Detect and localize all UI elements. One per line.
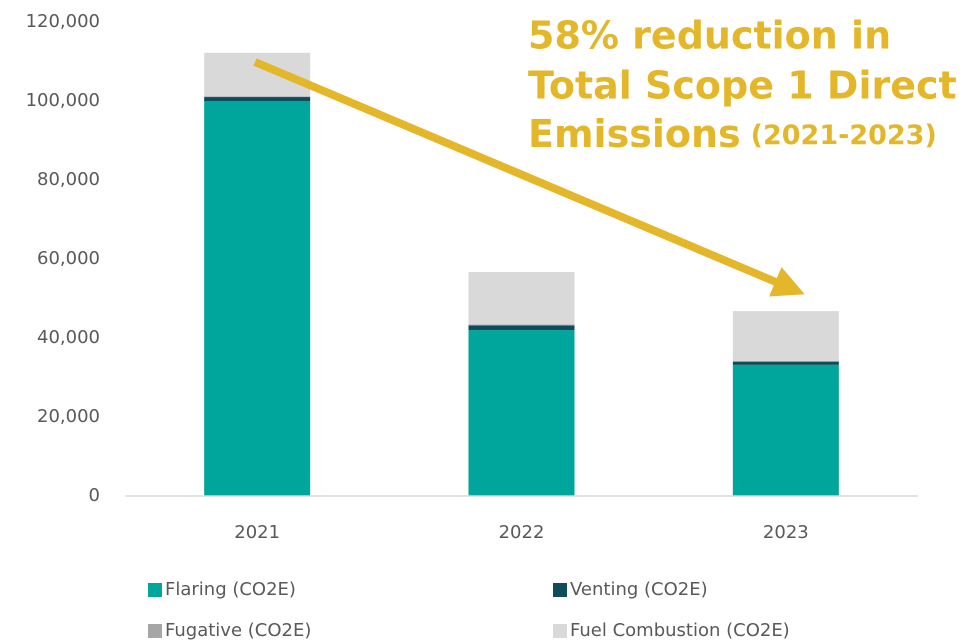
x-tick-label: 2021	[234, 522, 280, 543]
annotation: Total Scope 1 Direct	[528, 64, 957, 108]
bar-segment	[204, 97, 311, 101]
y-tick-label: 100,000	[26, 90, 100, 111]
bar-segment	[204, 96, 311, 98]
y-tick-label: 80,000	[37, 169, 100, 190]
y-tick-label: 120,000	[26, 11, 100, 32]
y-tick-label: 0	[89, 485, 100, 506]
legend-swatch	[148, 583, 162, 597]
bar-segment	[204, 101, 311, 496]
bar-segment	[468, 325, 575, 331]
legend-swatch	[148, 624, 162, 638]
x-tick-label: 2023	[763, 522, 809, 543]
bar-segment	[468, 272, 575, 325]
annotation: 58% reduction in	[528, 14, 891, 58]
bar-segment	[468, 324, 575, 326]
bar-segment	[732, 360, 839, 362]
legend-swatch	[553, 624, 567, 638]
legend-label: Fugative (CO2E)	[165, 620, 311, 641]
x-tick-label: 2022	[499, 522, 545, 543]
legend-label: Flaring (CO2E)	[165, 579, 296, 600]
trend-arrow	[253, 58, 805, 297]
bar-segment	[732, 311, 839, 361]
y-tick-label: 40,000	[37, 327, 100, 348]
y-tick-label: 20,000	[37, 406, 100, 427]
bar-segment	[732, 361, 839, 365]
annotation-years: (2021-2023)	[751, 120, 937, 151]
legend-label: Fuel Combustion (CO2E)	[570, 620, 790, 641]
y-tick-label: 60,000	[37, 248, 100, 269]
legend-label: Venting (CO2E)	[570, 579, 708, 600]
annotation: Emissions (2021-2023)	[528, 112, 937, 156]
bar-segment	[468, 330, 575, 496]
legend-swatch	[553, 583, 567, 597]
bar-segment	[732, 364, 839, 496]
annotation-line: Emissions	[528, 112, 741, 156]
